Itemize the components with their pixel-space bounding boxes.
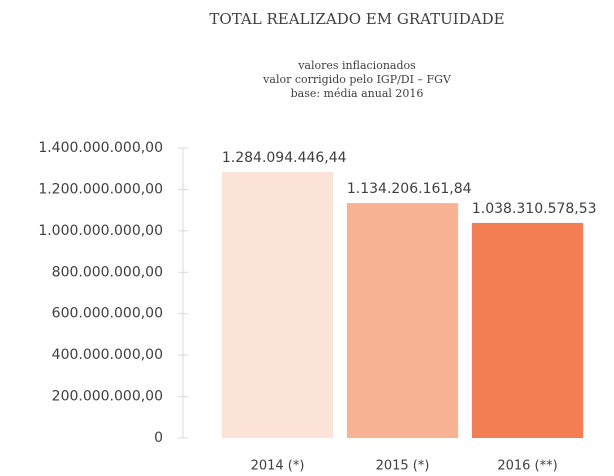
y-tick-label: 0: [154, 430, 163, 446]
y-tick-label: 600.000.000,00: [52, 306, 163, 322]
subtitle: valor corrigido pelo IGP/DI – FGV: [262, 73, 452, 86]
y-tick-label: 200.000.000,00: [52, 389, 163, 405]
x-tick-label: 2015 (*): [376, 459, 430, 474]
bar: [346, 203, 459, 438]
bar: [471, 222, 584, 438]
subtitle: base: média anual 2016: [291, 87, 424, 100]
value-label: 1.134.206.161,84: [347, 181, 472, 197]
value-label: 1.284.094.446,44: [222, 150, 347, 166]
subtitle: valores inflacionados: [297, 59, 416, 72]
y-tick-label: 800.000.000,00: [52, 264, 163, 280]
x-tick-label: 2016 (**): [497, 459, 557, 474]
y-tick-label: 1.200.000.000,00: [38, 181, 163, 197]
y-tick-label: 400.000.000,00: [52, 347, 163, 363]
x-tick-label: 2014 (*): [251, 459, 305, 474]
y-tick-label: 1.400.000.000,00: [38, 140, 163, 156]
y-tick-label: 1.000.000.000,00: [38, 223, 163, 239]
value-label: 1.038.310.578,53: [472, 201, 597, 217]
chart-title: TOTAL REALIZADO EM GRATUIDADE: [209, 10, 504, 28]
bar: [221, 172, 334, 438]
